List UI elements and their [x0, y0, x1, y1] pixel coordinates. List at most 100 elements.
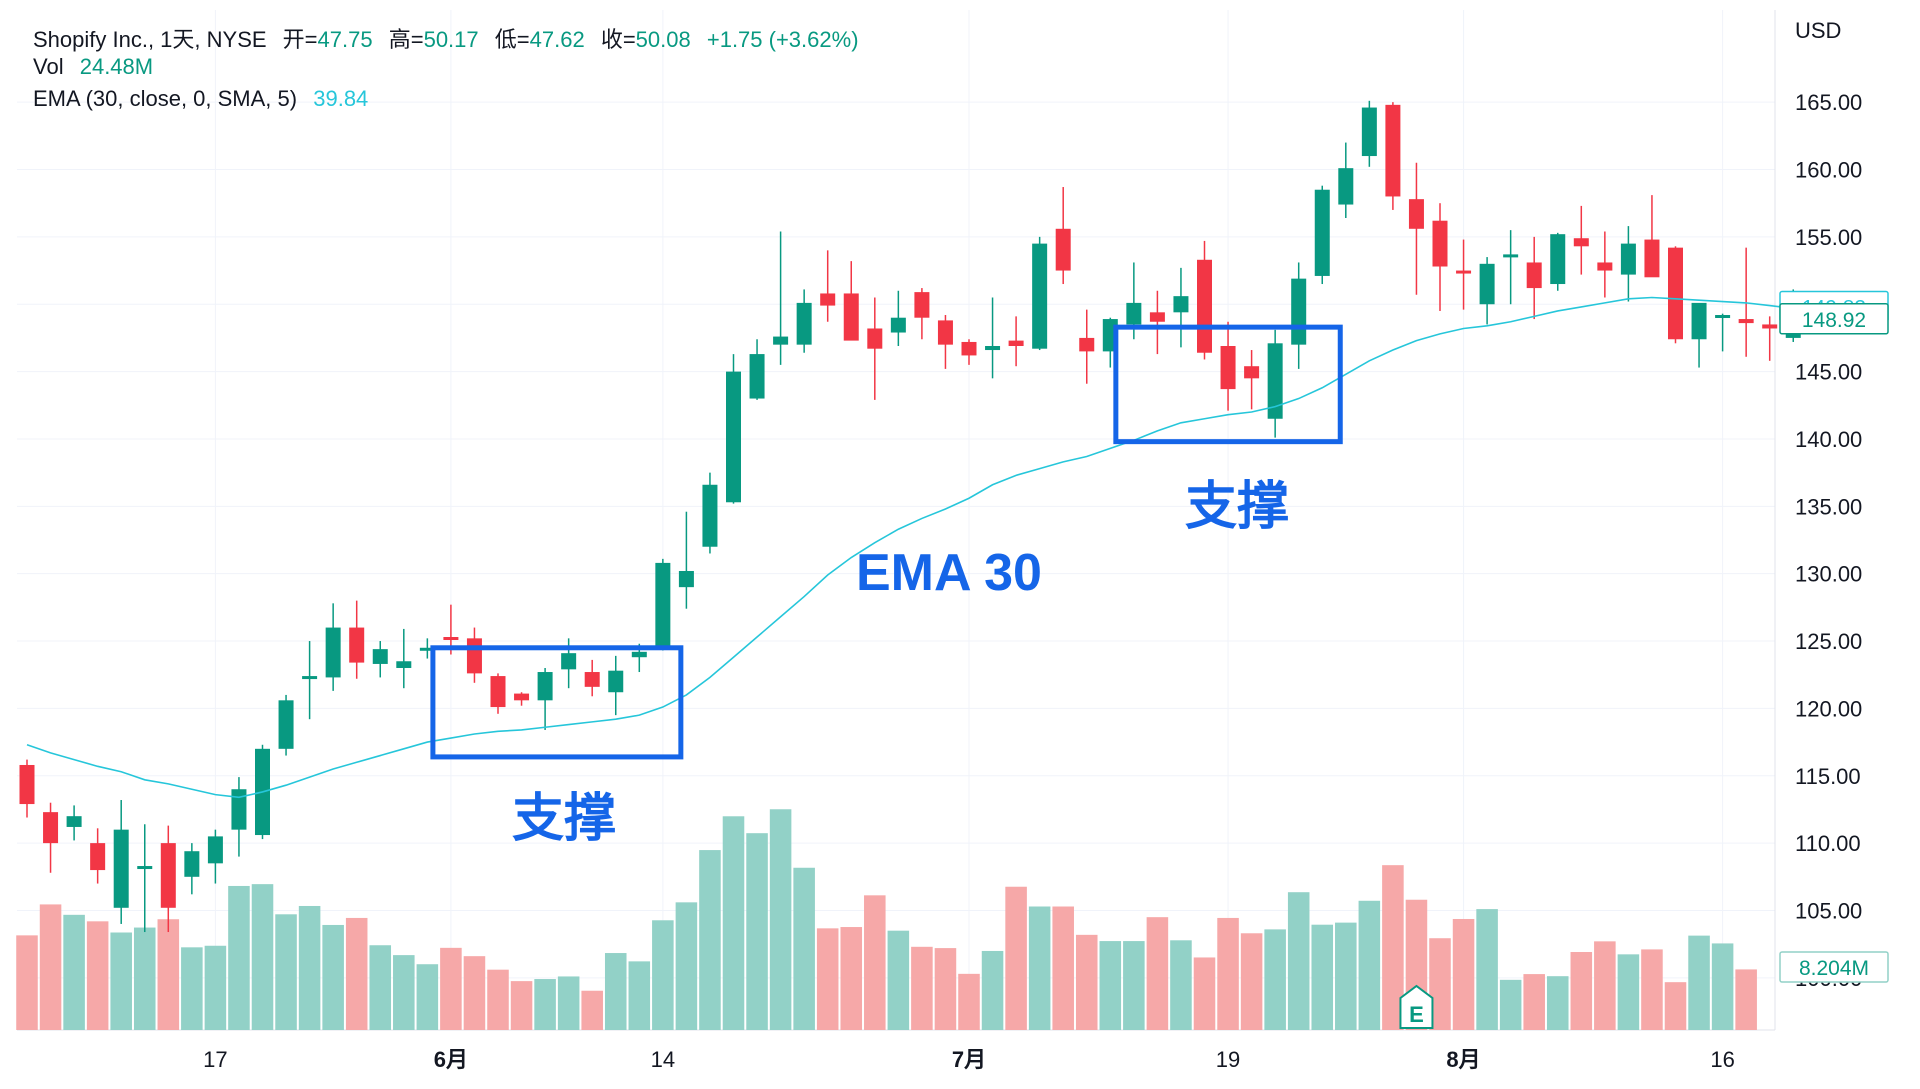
- volume-bar: [1099, 941, 1122, 1030]
- price-tick-label: 155.00: [1795, 225, 1862, 250]
- candle-body: [655, 562, 671, 647]
- candle-body: [1503, 254, 1519, 258]
- volume-bar: [1523, 974, 1545, 1030]
- candle-body: [843, 293, 859, 341]
- candle-body: [1291, 278, 1307, 345]
- candle-body: [1456, 270, 1472, 274]
- candle-body: [1762, 324, 1778, 329]
- volume-bar: [628, 961, 651, 1030]
- candle-body: [419, 647, 435, 651]
- close-label: 收=: [600, 27, 636, 52]
- open-value: 47.75: [317, 27, 373, 52]
- volume-bar: [1641, 949, 1663, 1030]
- candle-body: [349, 627, 365, 663]
- volume-bar: [39, 904, 62, 1030]
- price-axis[interactable]: USD 100.00105.00110.00115.00120.00125.00…: [1795, 18, 1862, 991]
- candle-body: [537, 672, 553, 701]
- earnings-label: E: [1409, 1002, 1424, 1027]
- volume-bar: [322, 924, 344, 1030]
- time-tick-label: 17: [203, 1047, 227, 1072]
- change-value: +1.75 (+3.62%): [706, 27, 859, 52]
- candle-body: [1173, 296, 1189, 313]
- volume-bar: [769, 809, 792, 1030]
- support-box-2: [1113, 324, 1343, 445]
- candle-body: [1385, 104, 1401, 197]
- volume-bar: [911, 946, 933, 1030]
- candle-body: [443, 637, 459, 640]
- support-box-1: [430, 645, 684, 760]
- candle-body: [137, 866, 153, 870]
- open-label: 开=: [282, 27, 318, 52]
- volume-bar: [298, 905, 321, 1030]
- candle-body: [773, 336, 789, 345]
- price-tick-label: 165.00: [1795, 90, 1862, 115]
- candle-body: [1361, 107, 1377, 157]
- volume-bar: [840, 927, 863, 1030]
- volume-bar: [1311, 924, 1334, 1030]
- volume-bar: [133, 927, 156, 1030]
- candle-body: [702, 484, 718, 547]
- price-tick-label: 115.00: [1795, 764, 1861, 789]
- high-label: 高=: [388, 27, 424, 52]
- low-label: 低=: [494, 27, 530, 52]
- price-tick-label: 130.00: [1795, 562, 1862, 587]
- volume-bar: [604, 953, 627, 1030]
- candle-body: [396, 661, 412, 668]
- candle-body: [678, 570, 694, 588]
- candle-body: [726, 371, 741, 503]
- ema-30-line: [26, 296, 1794, 799]
- candle-body: [820, 293, 836, 306]
- candle-body: [66, 816, 82, 827]
- volume-bar: [157, 919, 180, 1030]
- legend-volume-row[interactable]: Vol 24.48M: [33, 54, 153, 80]
- volume-bar: [793, 867, 815, 1030]
- volume-bar: [487, 969, 509, 1030]
- volume-bar: [1476, 909, 1498, 1030]
- candle-body: [160, 843, 176, 908]
- volume-bar: [699, 850, 721, 1030]
- volume-bar: [63, 914, 85, 1030]
- volume-bar: [816, 928, 839, 1030]
- volume-bar: [1664, 982, 1687, 1030]
- volume-bar: [1075, 934, 1098, 1030]
- volume-bar: [1264, 929, 1286, 1030]
- volume-bar: [1546, 976, 1569, 1030]
- time-tick-label: 8月: [1446, 1047, 1480, 1072]
- candle-body: [796, 302, 812, 345]
- support-label-1: 支撑: [512, 790, 617, 848]
- earnings-marker[interactable]: E: [1399, 984, 1434, 1029]
- volume-bar: [1217, 917, 1239, 1030]
- symbol-name[interactable]: Shopify Inc., 1天, NYSE: [33, 27, 267, 52]
- candle-body: [325, 627, 341, 678]
- support-label-2: 支撑: [1185, 478, 1290, 536]
- candle-body: [1597, 262, 1613, 271]
- price-candles: [19, 100, 1801, 933]
- candle-body: [1220, 346, 1236, 390]
- candle-body: [372, 649, 388, 664]
- volume-bar: [1052, 906, 1074, 1030]
- time-tick-label: 6月: [434, 1047, 468, 1072]
- volume-bar: [1358, 900, 1381, 1030]
- volume-bar: [1617, 954, 1640, 1030]
- volume-bar: [1429, 938, 1451, 1030]
- candle-body: [1197, 259, 1212, 353]
- candle-body: [1573, 238, 1589, 247]
- volume-bar: [416, 964, 439, 1030]
- chart-grid: [17, 10, 1776, 1031]
- candle-body: [1079, 337, 1095, 352]
- candle-body: [90, 843, 106, 871]
- candle-body: [937, 320, 953, 345]
- price-tick-label: 105.00: [1795, 898, 1862, 923]
- candle-body: [608, 670, 624, 693]
- volume-bar: [440, 947, 462, 1030]
- legend-ema-row[interactable]: EMA (30, close, 0, SMA, 5) 39.84: [33, 86, 368, 112]
- price-tick-label: 160.00: [1795, 158, 1862, 183]
- volume-bar: [981, 950, 1004, 1030]
- time-axis[interactable]: 17 6月 14 7月 19 8月 16: [203, 1047, 1735, 1072]
- candle-body: [490, 676, 506, 708]
- candle-body: [19, 764, 35, 805]
- volume-bar: [1688, 935, 1710, 1030]
- candle-body: [1032, 243, 1048, 349]
- candle-body: [1479, 263, 1495, 305]
